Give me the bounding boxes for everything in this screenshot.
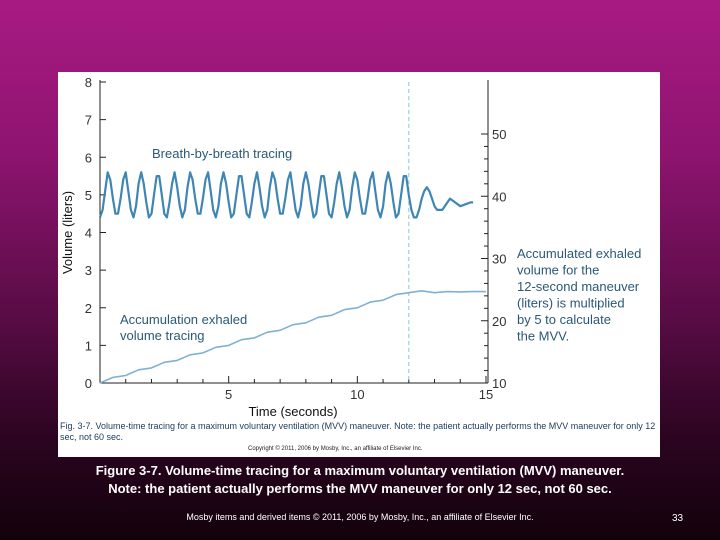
annotation-mvv-line: the MVV.	[517, 329, 569, 344]
y2-tick-label: 50	[492, 127, 506, 142]
x-tick-label: 10	[350, 387, 364, 402]
y-axis-title: Volume (liters)	[60, 191, 75, 274]
y2-tick-label: 40	[492, 189, 506, 204]
slide-caption-line-1: Figure 3-7. Volume-time tracing for a ma…	[95, 463, 625, 478]
y-tick-label: 0	[85, 376, 92, 391]
y2-tick-label: 30	[492, 252, 506, 267]
slide-footer: Mosby items and derived items © 2011, 20…	[186, 512, 534, 522]
slide-caption-line-2: Note: the patient actually performs the …	[108, 481, 612, 496]
annotation-mvv-line: (liters) is multiplied	[517, 296, 625, 311]
annotation-mvv-line: by 5 to calculate	[517, 312, 611, 327]
y-tick-label: 1	[85, 338, 92, 353]
y-tick-label: 7	[85, 113, 92, 128]
figure-caption: Fig. 3-7. Volume-time tracing for a maxi…	[60, 421, 656, 442]
breath-tracing-line	[98, 171, 474, 219]
y-tick-label: 2	[85, 301, 92, 316]
y2-tick-label: 10	[492, 376, 506, 391]
slide-caption: Figure 3-7. Volume-time tracing for a ma…	[30, 462, 690, 498]
annotation-mvv-line: volume for the	[517, 263, 599, 278]
annotation-breath-line: Breath-by-breath tracing	[152, 146, 292, 161]
y-tick-label: 6	[85, 150, 92, 165]
annotation-accum-line: volume tracing	[120, 328, 205, 343]
y2-tick-label: 20	[492, 314, 506, 329]
x-axis-title: Time (seconds)	[248, 404, 337, 419]
slide-number: 33	[672, 513, 684, 524]
accumulated-volume-line	[99, 290, 486, 384]
annotation-accum-line: Accumulation exhaled	[120, 312, 247, 327]
y-tick-label: 8	[85, 75, 92, 90]
y-tick-label: 3	[85, 263, 92, 278]
y-tick-label: 5	[85, 188, 92, 203]
annotation-mvv-line: 12-second maneuver	[517, 279, 640, 294]
annotation-mvv-line: Accumulated exhaled	[517, 246, 641, 261]
y-tick-label: 4	[85, 226, 92, 241]
x-tick-label: 15	[479, 387, 493, 402]
figure-copyright: Copyright © 2011, 2006 by Mosby, Inc., a…	[248, 446, 423, 452]
x-tick-label: 5	[225, 387, 232, 402]
figure-panel: 0 1 2 3 4 5 6 7 8 5 10 15 10 20 30 40 50 Time (seconds) Vo…	[58, 72, 660, 457]
